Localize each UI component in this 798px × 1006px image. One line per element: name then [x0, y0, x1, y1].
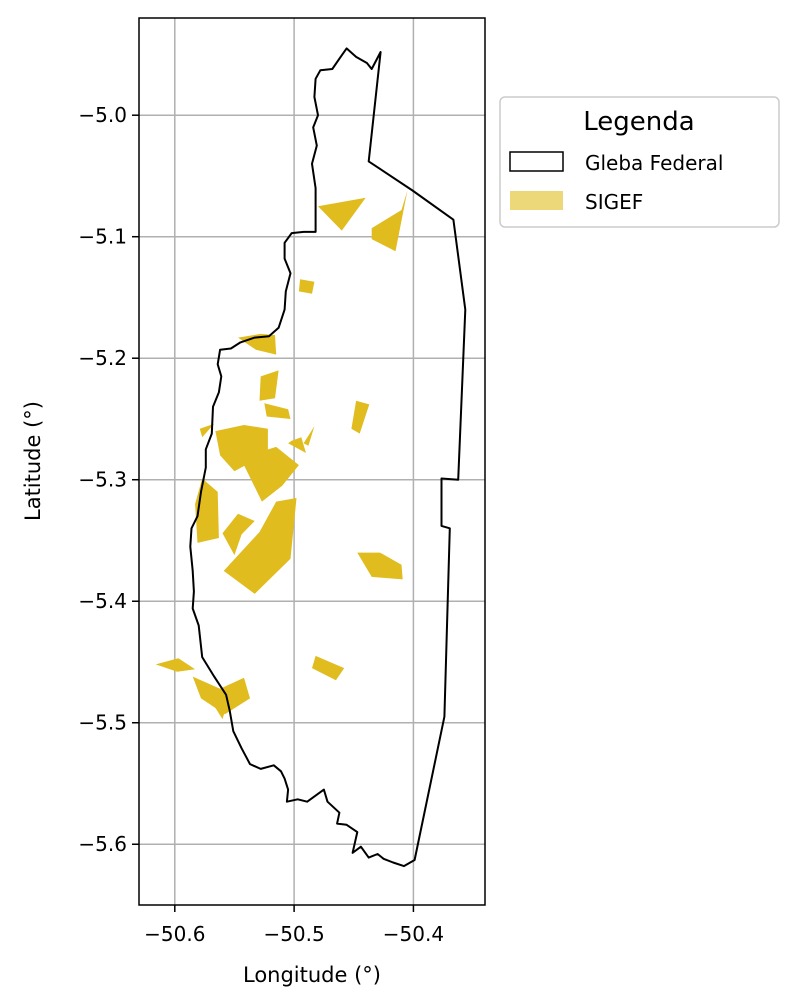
y-tick-label: −5.0 — [78, 103, 127, 127]
y-tick-label: −5.4 — [78, 589, 127, 613]
y-tick-label: −5.3 — [78, 468, 127, 492]
y-tick-label: −5.1 — [78, 225, 127, 249]
legend-label-gleba-federal: Gleba Federal — [585, 151, 723, 175]
x-tick-label: −50.6 — [144, 922, 205, 946]
y-tick-label: −5.6 — [78, 832, 127, 856]
y-tick-label: −5.5 — [78, 711, 127, 735]
y-axis-label: Latitude (°) — [21, 401, 45, 521]
legend-label-sigef: SIGEF — [585, 190, 643, 214]
x-axis-label: Longitude (°) — [243, 963, 381, 987]
legend-title: Legenda — [583, 107, 694, 137]
x-tick-label: −50.4 — [383, 922, 444, 946]
sigef-parcel — [299, 279, 315, 294]
y-tick-label: −5.2 — [78, 346, 127, 370]
legend-swatch-sigef — [510, 191, 563, 210]
x-tick-label: −50.5 — [263, 922, 324, 946]
legend: Legenda Gleba Federal SIGEF — [500, 97, 779, 227]
